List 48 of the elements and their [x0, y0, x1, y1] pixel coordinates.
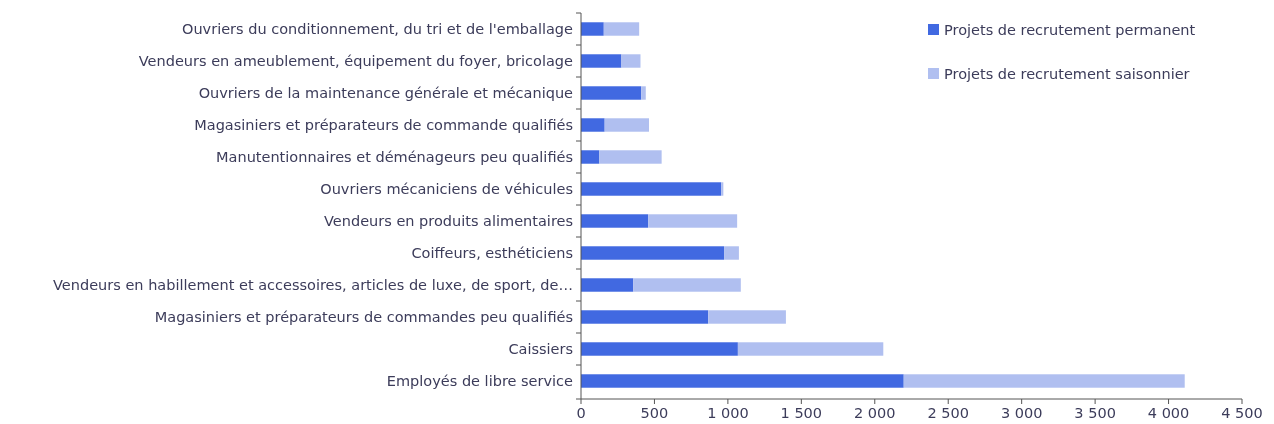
y-tick-label: Coiffeurs, esthéticiens	[411, 245, 573, 262]
x-tick-label: 3 500	[1074, 405, 1116, 421]
x-tick-label: 1 500	[780, 405, 823, 421]
x-tick-label: 1 000	[707, 405, 749, 421]
bar	[581, 54, 622, 68]
legend-label: Projets de recrutement permanent	[944, 22, 1196, 39]
y-tick-label: Manutentionnaires et déménageurs peu qualifiés	[216, 149, 573, 166]
x-tick-label: 2 000	[854, 405, 896, 421]
y-tick-label: Vendeurs en habillement et accessoires, articles de luxe, de sport, de…	[53, 277, 573, 294]
bar	[581, 150, 600, 164]
bar	[581, 182, 722, 196]
x-tick-label: 4 000	[1147, 405, 1190, 421]
bar	[581, 342, 738, 356]
y-tick-label: Magasiniers et préparateurs de commandes peu qualifiés	[154, 309, 573, 326]
legend-label: Projets de recrutement saisonnier	[944, 66, 1190, 83]
bar	[581, 22, 604, 36]
y-tick-label: Ouvriers du conditionnement, du tri et de l'emballage	[182, 21, 574, 38]
bar	[724, 246, 739, 260]
bar	[603, 22, 640, 36]
bar	[737, 342, 884, 356]
x-tick-label: 3 000	[1000, 405, 1043, 421]
bar	[903, 374, 1185, 388]
bar	[648, 214, 738, 228]
bar	[581, 246, 725, 260]
bar	[721, 182, 724, 196]
bar	[581, 374, 904, 388]
x-tick-label: 2 500	[927, 405, 969, 421]
bar	[599, 150, 662, 164]
bar	[581, 86, 642, 100]
bar	[581, 278, 634, 292]
x-tick-label: 4 500	[1221, 405, 1263, 421]
y-tick-label: Ouvriers mécaniciens de véhicules	[320, 181, 573, 198]
bar	[641, 86, 646, 100]
y-tick-label: Employés de libre service	[386, 373, 574, 390]
x-tick-label: 0	[576, 405, 586, 421]
x-tick-label: 500	[640, 405, 669, 421]
y-tick-label: Ouvriers de la maintenance générale et mécanique	[198, 85, 574, 102]
bar	[581, 214, 649, 228]
y-tick-label: Vendeurs en produits alimentaires	[324, 213, 573, 230]
bar	[621, 54, 641, 68]
bar	[581, 118, 605, 132]
y-tick-label: Vendeurs en ameublement, équipement du foyer, bricolage	[138, 53, 574, 70]
bar	[604, 118, 650, 132]
bar	[633, 278, 741, 292]
y-tick-label: Caissiers	[508, 341, 573, 358]
y-tick-label: Magasiniers et préparateurs de commande qualifiés	[194, 117, 573, 134]
bar	[581, 310, 709, 324]
bar	[708, 310, 786, 324]
